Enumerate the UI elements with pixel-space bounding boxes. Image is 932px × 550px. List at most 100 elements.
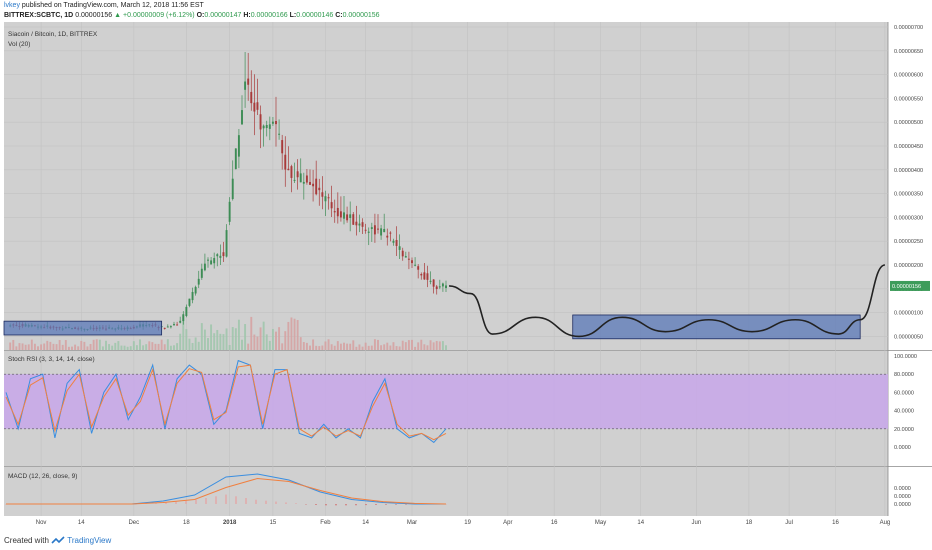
- candle-body: [404, 256, 407, 258]
- volume-bar: [250, 316, 253, 350]
- created-with-text: Created with: [4, 536, 49, 545]
- candle-body: [435, 286, 438, 290]
- volume-bar: [58, 340, 61, 350]
- macd-histogram-bar: [395, 504, 397, 505]
- macd-histogram-bar: [405, 504, 407, 505]
- candle-body: [426, 273, 429, 280]
- candle-body: [296, 171, 299, 178]
- y-tick-label: 0.00000300: [894, 215, 923, 221]
- volume-bar: [321, 345, 324, 350]
- candle-body: [358, 223, 361, 226]
- y-tick-label: 20.0000: [894, 427, 914, 433]
- candle-body: [305, 175, 308, 183]
- candle-body: [414, 264, 417, 266]
- candle-body: [185, 306, 188, 316]
- candle-body: [355, 221, 358, 226]
- candle-body: [210, 260, 213, 265]
- volume-bar: [120, 345, 123, 350]
- pane-background: [4, 467, 888, 516]
- candle-body: [203, 263, 206, 271]
- y-tick-label: 80.0000: [894, 372, 914, 378]
- volume-bar: [182, 315, 185, 350]
- x-tick-label: Jul: [785, 520, 793, 526]
- volume-bar: [176, 343, 179, 350]
- macd-histogram-bar: [295, 503, 297, 504]
- candle-body: [327, 197, 330, 199]
- volume-bar: [244, 324, 247, 350]
- candle-body: [200, 268, 203, 278]
- candle-body: [333, 211, 336, 213]
- volume-bar: [284, 331, 287, 350]
- x-tick-label: 19: [464, 520, 471, 526]
- footer: Created with TradingView: [4, 536, 111, 545]
- candle-body: [275, 121, 277, 125]
- author-link[interactable]: lvkey: [4, 2, 20, 9]
- volume-bar: [179, 333, 182, 350]
- candle-body: [287, 168, 290, 171]
- candle-body: [373, 225, 376, 235]
- volume-bar: [386, 342, 389, 350]
- x-tick-label: 16: [832, 520, 839, 526]
- volume-bar: [420, 339, 423, 350]
- volume-bar: [160, 339, 163, 350]
- volume-bar: [9, 342, 12, 350]
- volume-bar: [309, 345, 311, 350]
- macd-histogram-bar: [365, 504, 367, 506]
- volume-bar: [191, 342, 194, 350]
- volume-bar: [336, 341, 339, 350]
- range-box: [3, 320, 163, 336]
- volume-bar: [241, 339, 243, 350]
- macd-histogram-bar: [305, 504, 307, 505]
- low-value: 0.00000146: [296, 12, 334, 19]
- candle-body: [262, 125, 265, 129]
- volume-bar: [27, 344, 30, 350]
- volume-bar: [188, 338, 191, 350]
- volume-bar: [24, 344, 27, 350]
- macd-histogram-bar: [265, 500, 267, 504]
- y-tick-label: 0.0000: [894, 486, 911, 492]
- candle-body: [213, 258, 216, 264]
- candle-body: [176, 324, 179, 326]
- volume-bar: [173, 345, 175, 350]
- volume-bar: [216, 329, 219, 350]
- symbol-label: BITTREX:SCBTC, 1D: [4, 12, 74, 19]
- volume-bar: [30, 339, 33, 350]
- volume-bar: [299, 337, 302, 350]
- volume-bar: [333, 345, 336, 350]
- candle-body: [411, 260, 413, 264]
- candle-body: [420, 274, 423, 276]
- candle-body: [293, 179, 296, 181]
- volume-bar: [43, 343, 46, 350]
- volume-bar: [404, 342, 407, 350]
- x-tick-label: 2018: [223, 520, 237, 526]
- y-tick-label: 0.0000: [894, 502, 911, 508]
- candle-body: [271, 121, 274, 124]
- tradingview-link[interactable]: TradingView: [67, 536, 112, 545]
- volume-bar: [411, 339, 413, 350]
- candle-body: [231, 178, 234, 200]
- macd-signal-line: [6, 477, 447, 505]
- volume-bar: [126, 346, 129, 350]
- volume-bar: [429, 340, 432, 350]
- volume-bar: [200, 323, 203, 350]
- candle-body: [315, 178, 318, 195]
- volume-bar: [423, 344, 426, 350]
- volume-bar: [40, 344, 43, 350]
- volume-bar: [445, 345, 447, 350]
- volume-bar: [358, 344, 361, 350]
- candle-body: [318, 187, 321, 191]
- stoch-d-line: [5, 364, 447, 441]
- volume-bar: [166, 339, 169, 350]
- volume-bar: [123, 345, 126, 350]
- volume-bar: [64, 340, 67, 350]
- x-tick-label: 14: [637, 520, 644, 526]
- volume-bar: [262, 321, 265, 350]
- x-tick-label: Jun: [692, 520, 702, 526]
- candle-body: [163, 327, 166, 329]
- y-tick-label: 100.0000: [894, 354, 917, 360]
- volume-bar: [228, 344, 231, 350]
- candle-body: [228, 201, 231, 222]
- x-tick-label: 14: [362, 520, 369, 526]
- volume-bar: [148, 341, 151, 350]
